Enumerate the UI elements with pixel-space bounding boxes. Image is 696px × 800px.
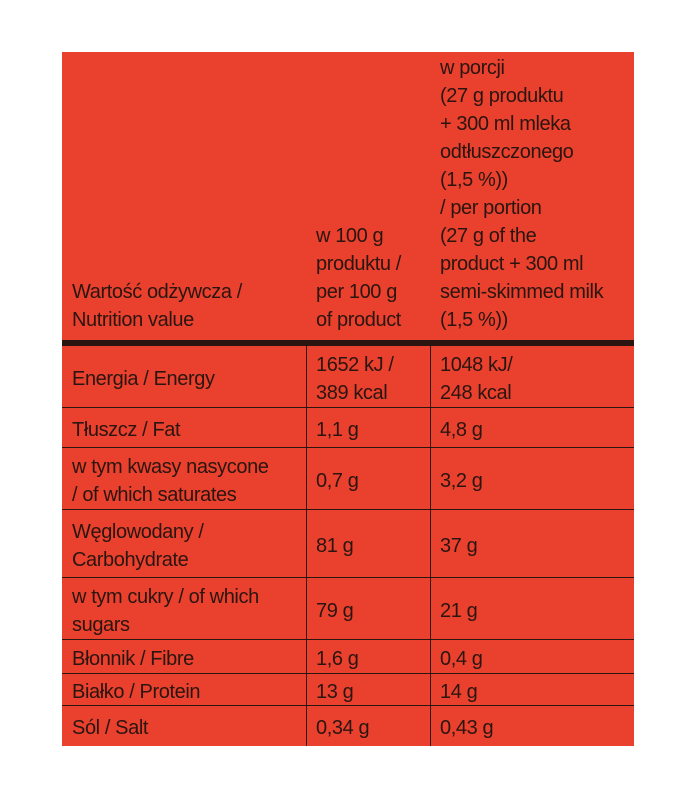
cell-text: / of which saturates bbox=[72, 484, 237, 506]
column-rule bbox=[306, 448, 307, 510]
header-text: (1,5 %)) bbox=[440, 169, 508, 191]
cell-text: 0,34 g bbox=[316, 717, 370, 739]
header-text: produktu / bbox=[316, 253, 401, 275]
column-rule bbox=[306, 346, 307, 408]
column-rule bbox=[306, 674, 307, 706]
cell-text: 13 g bbox=[316, 681, 354, 703]
cell-text: Błonnik / Fibre bbox=[72, 648, 194, 670]
cell-text: sugars bbox=[72, 614, 130, 636]
cell-text: 81 g bbox=[316, 535, 354, 557]
column-rule bbox=[306, 640, 307, 674]
cell-text: 1,1 g bbox=[316, 419, 359, 441]
cell-text: 3,2 g bbox=[440, 470, 483, 492]
header-text: (27 g produktu bbox=[440, 85, 564, 107]
cell-text: 0,7 g bbox=[316, 470, 359, 492]
cell-text: 21 g bbox=[440, 600, 478, 622]
cell-text: 1048 kJ/ bbox=[440, 354, 513, 376]
cell-text: 79 g bbox=[316, 600, 354, 622]
row-rule bbox=[62, 509, 634, 510]
cell-text: 1,6 g bbox=[316, 648, 359, 670]
column-rule bbox=[430, 578, 431, 640]
column-rule bbox=[430, 448, 431, 510]
cell-text: 1652 kJ / bbox=[316, 354, 394, 376]
header-text: of product bbox=[316, 309, 401, 331]
header-text: Nutrition value bbox=[72, 309, 194, 331]
header-text: odtłuszczonego bbox=[440, 141, 574, 163]
header-text: (1,5 %)) bbox=[440, 309, 508, 331]
row-rule bbox=[62, 705, 634, 706]
header-text: product + 300 ml bbox=[440, 253, 584, 275]
column-rule bbox=[430, 510, 431, 578]
header-text: per 100 g bbox=[316, 281, 397, 303]
column-rule bbox=[430, 674, 431, 706]
column-rule bbox=[306, 510, 307, 578]
header-text: (27 g of the bbox=[440, 225, 537, 247]
cell-text: 248 kcal bbox=[440, 382, 512, 404]
cell-text: Energia / Energy bbox=[72, 368, 215, 390]
column-rule bbox=[430, 408, 431, 448]
cell-text: Węglowodany / bbox=[72, 521, 204, 543]
cell-text: 37 g bbox=[440, 535, 478, 557]
header-text: Wartość odżywcza / bbox=[72, 281, 242, 303]
nutrition-table: Wartość odżywcza / Nutrition value w 100 g… bbox=[62, 52, 634, 746]
column-rule bbox=[430, 640, 431, 674]
column-rule bbox=[430, 706, 431, 746]
cell-text: w tym kwasy nasycone bbox=[72, 456, 269, 478]
cell-text: 0,4 g bbox=[440, 648, 483, 670]
cell-text: Carbohydrate bbox=[72, 549, 189, 571]
header-text: w 100 g bbox=[316, 225, 384, 247]
cell-text: 14 g bbox=[440, 681, 478, 703]
row-rule bbox=[62, 639, 634, 640]
row-rule bbox=[62, 577, 634, 578]
header-text: / per portion bbox=[440, 197, 542, 219]
column-rule bbox=[430, 346, 431, 408]
header-text: + 300 ml mleka bbox=[440, 113, 571, 135]
cell-text: w tym cukry / of which bbox=[72, 586, 259, 608]
cell-text: 4,8 g bbox=[440, 419, 483, 441]
cell-text: Białko / Protein bbox=[72, 681, 201, 703]
row-rule bbox=[62, 447, 634, 448]
column-rule bbox=[306, 706, 307, 746]
row-rule bbox=[62, 673, 634, 674]
cell-text: Tłuszcz / Fat bbox=[72, 419, 181, 441]
column-rule bbox=[306, 408, 307, 448]
column-rule bbox=[306, 578, 307, 640]
header-text: semi-skimmed milk bbox=[440, 281, 604, 303]
cell-text: 0,43 g bbox=[440, 717, 494, 739]
header-text: w porcji bbox=[440, 57, 505, 79]
cell-text: 389 kcal bbox=[316, 382, 388, 404]
header-rule bbox=[62, 340, 634, 346]
row-rule bbox=[62, 407, 634, 408]
cell-text: Sól / Salt bbox=[72, 717, 149, 739]
